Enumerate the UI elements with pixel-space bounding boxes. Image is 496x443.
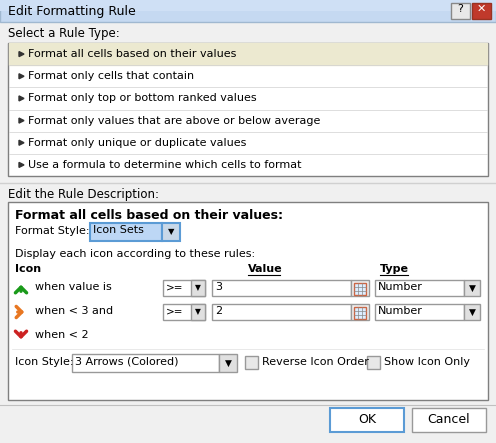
Text: Type: Type	[380, 264, 409, 274]
Bar	[72, 354, 219, 372]
Bar	[191, 280, 205, 296]
Bar	[219, 354, 237, 372]
Text: Value: Value	[248, 264, 283, 274]
Text: 3: 3	[215, 282, 222, 292]
Text: Number: Number	[378, 306, 423, 316]
Bar	[0, 0, 496, 22]
Text: Reverse Icon Order: Reverse Icon Order	[262, 357, 369, 367]
Text: ▼: ▼	[469, 284, 476, 292]
Text: Format Style:: Format Style:	[15, 226, 89, 236]
Polygon shape	[19, 74, 24, 79]
Text: Number: Number	[378, 282, 423, 292]
Text: ▼: ▼	[168, 228, 174, 237]
Bar	[367, 356, 380, 369]
Bar	[90, 223, 162, 241]
Polygon shape	[19, 51, 24, 57]
Text: Format only values that are above or below average: Format only values that are above or bel…	[28, 116, 320, 125]
Bar	[412, 408, 486, 432]
Bar	[212, 280, 351, 296]
Bar	[351, 280, 369, 296]
Text: Icon: Icon	[15, 264, 41, 274]
Bar	[163, 304, 205, 320]
Text: Select a Rule Type:: Select a Rule Type:	[8, 27, 120, 40]
Bar	[0, 0, 496, 11]
Text: 2: 2	[215, 306, 222, 316]
Bar	[464, 304, 480, 320]
Text: ▼: ▼	[225, 358, 232, 368]
Bar	[351, 304, 369, 320]
Text: OK: OK	[358, 413, 376, 426]
Text: ▼: ▼	[195, 307, 201, 316]
Text: Format all cells based on their values:: Format all cells based on their values:	[15, 209, 283, 222]
Text: ✕: ✕	[476, 4, 486, 14]
Text: Display each icon according to these rules:: Display each icon according to these rul…	[15, 249, 255, 259]
Bar	[464, 280, 480, 296]
Bar	[8, 43, 488, 176]
Bar	[375, 280, 464, 296]
Bar	[354, 283, 366, 295]
Text: Icon Style:: Icon Style:	[15, 357, 73, 367]
Bar	[375, 304, 464, 320]
Bar	[8, 202, 488, 400]
Bar	[451, 3, 470, 19]
Text: Format all cells based on their values: Format all cells based on their values	[28, 49, 237, 59]
Text: 3 Arrows (Colored): 3 Arrows (Colored)	[75, 356, 179, 366]
Bar	[354, 307, 366, 319]
Bar	[191, 304, 205, 320]
Text: when < 2: when < 2	[35, 330, 89, 340]
Text: Format only cells that contain: Format only cells that contain	[28, 71, 194, 81]
Text: Format only top or bottom ranked values: Format only top or bottom ranked values	[28, 93, 256, 103]
Polygon shape	[19, 163, 24, 167]
Text: when value is: when value is	[35, 282, 112, 292]
Text: Use a formula to determine which cells to format: Use a formula to determine which cells t…	[28, 160, 302, 170]
Text: Show Icon Only: Show Icon Only	[384, 357, 470, 367]
Polygon shape	[19, 140, 24, 145]
Bar	[163, 280, 205, 296]
Polygon shape	[19, 96, 24, 101]
Polygon shape	[19, 118, 24, 123]
Bar	[472, 3, 491, 19]
Bar	[162, 223, 180, 241]
Text: when < 3 and: when < 3 and	[35, 306, 113, 316]
Bar	[330, 408, 404, 432]
Text: >=: >=	[166, 306, 184, 316]
Text: Edit the Rule Description:: Edit the Rule Description:	[8, 188, 159, 201]
Text: Edit Formatting Rule: Edit Formatting Rule	[8, 5, 136, 18]
Bar	[9, 43, 487, 65]
Text: Format only unique or duplicate values: Format only unique or duplicate values	[28, 138, 247, 148]
Text: ?: ?	[457, 4, 463, 14]
Bar	[212, 304, 351, 320]
Text: ▼: ▼	[469, 307, 476, 316]
Text: Cancel: Cancel	[428, 413, 470, 426]
Bar	[245, 356, 258, 369]
Text: Icon Sets: Icon Sets	[93, 225, 144, 235]
Text: ▼: ▼	[195, 284, 201, 292]
Text: >=: >=	[166, 282, 184, 292]
